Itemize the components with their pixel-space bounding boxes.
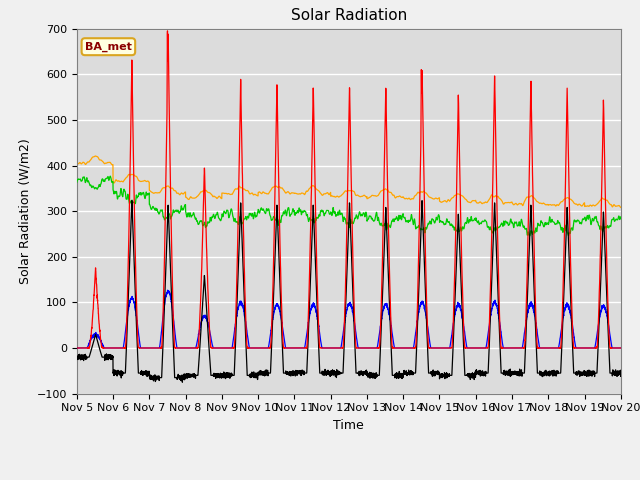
Text: BA_met: BA_met bbox=[85, 42, 132, 52]
Y-axis label: Solar Radiation (W/m2): Solar Radiation (W/m2) bbox=[18, 138, 31, 284]
X-axis label: Time: Time bbox=[333, 419, 364, 432]
Title: Solar Radiation: Solar Radiation bbox=[291, 9, 407, 24]
Legend: SW_in, SW_out, LW_in, LW_out, Rnet: SW_in, SW_out, LW_in, LW_out, Rnet bbox=[131, 475, 566, 480]
